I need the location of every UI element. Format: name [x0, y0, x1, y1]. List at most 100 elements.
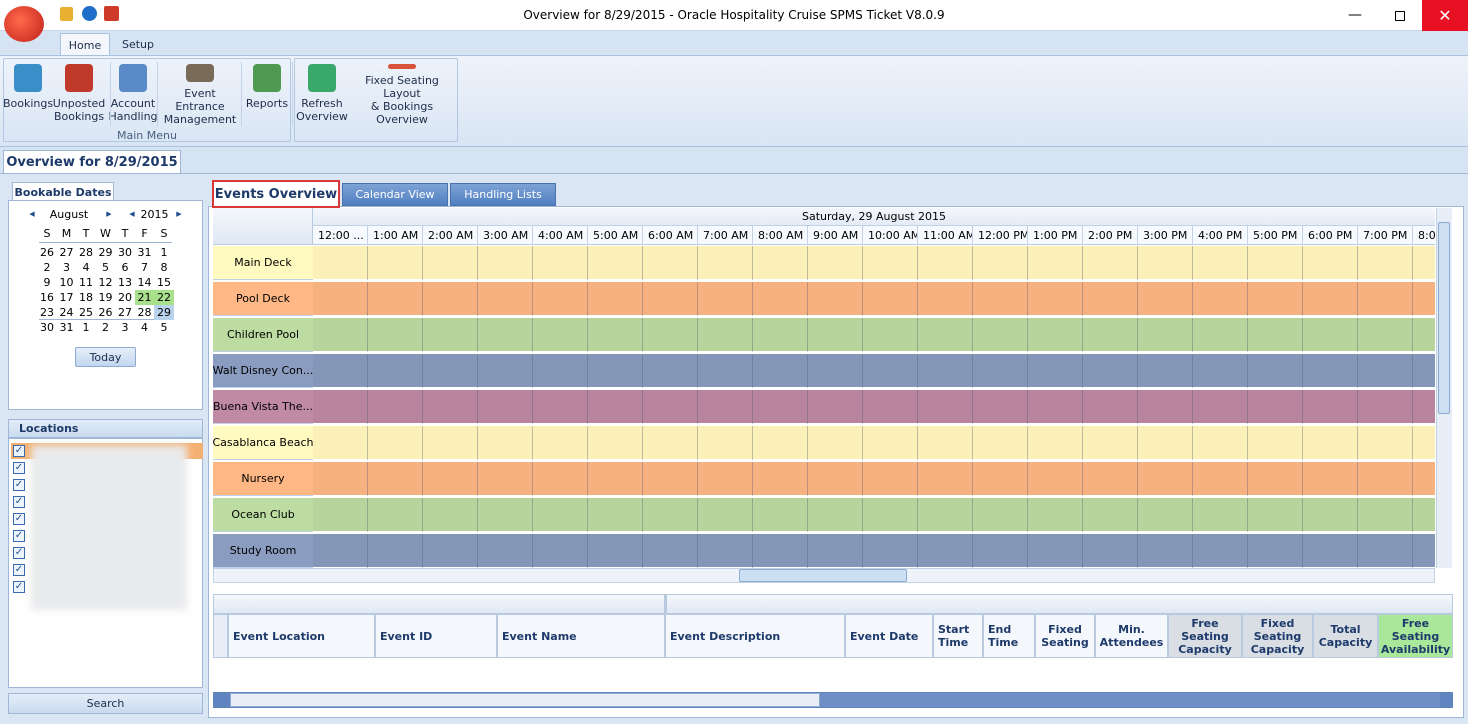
time-cell[interactable]: [1413, 498, 1435, 532]
time-cell[interactable]: [973, 534, 1028, 568]
time-cell[interactable]: [643, 282, 698, 316]
calendar-day[interactable]: 16: [40, 291, 54, 304]
time-cell[interactable]: [1303, 534, 1358, 568]
time-cell[interactable]: [313, 354, 368, 388]
time-cell[interactable]: [368, 462, 423, 496]
time-cell[interactable]: [1303, 246, 1358, 280]
time-cell[interactable]: [863, 318, 918, 352]
time-cell[interactable]: [1193, 246, 1248, 280]
page-tab[interactable]: Overview for 8/29/2015: [3, 150, 181, 174]
time-cell[interactable]: [478, 282, 533, 316]
view-tab[interactable]: Events Overview: [212, 180, 340, 208]
location-checkbox[interactable]: ✓: [13, 564, 25, 576]
time-cell[interactable]: [533, 498, 588, 532]
calendar-day[interactable]: 5: [160, 321, 168, 334]
time-cell[interactable]: [1413, 534, 1435, 568]
time-cell[interactable]: [423, 426, 478, 460]
ribbon-tab[interactable]: Setup: [121, 38, 155, 51]
ribbon-button[interactable]: Refresh Overview: [296, 62, 348, 126]
time-cell[interactable]: [918, 498, 973, 532]
calendar-day[interactable]: 24: [59, 306, 74, 319]
time-cell[interactable]: [1413, 318, 1435, 352]
time-cell[interactable]: [753, 534, 808, 568]
time-cell[interactable]: [478, 462, 533, 496]
time-cell[interactable]: [698, 318, 753, 352]
time-cell[interactable]: [423, 390, 478, 424]
time-cell[interactable]: [973, 354, 1028, 388]
time-cell[interactable]: [753, 354, 808, 388]
location-checkbox[interactable]: ✓: [13, 479, 25, 491]
time-cell[interactable]: [1083, 354, 1138, 388]
time-cell[interactable]: [1083, 426, 1138, 460]
time-cell[interactable]: [753, 498, 808, 532]
time-cell[interactable]: [808, 246, 863, 280]
grid-column-header[interactable]: End Time: [983, 614, 1035, 658]
time-cell[interactable]: [808, 318, 863, 352]
calendar-day[interactable]: 9: [43, 276, 51, 289]
time-cell[interactable]: [423, 534, 478, 568]
calendar-day[interactable]: 4: [82, 261, 90, 274]
time-cell[interactable]: [1413, 354, 1435, 388]
calendar-day[interactable]: 2: [102, 321, 109, 334]
grid-column-header[interactable]: Fixed Seating Capacity: [1242, 614, 1313, 658]
time-cell[interactable]: [1193, 426, 1248, 460]
close-button[interactable]: ✕: [1422, 0, 1468, 31]
time-cell[interactable]: [533, 354, 588, 388]
time-cell[interactable]: [533, 426, 588, 460]
time-cell[interactable]: [1193, 390, 1248, 424]
time-cell[interactable]: [698, 498, 753, 532]
time-cell[interactable]: [863, 354, 918, 388]
time-cell[interactable]: [478, 246, 533, 280]
time-cell[interactable]: [643, 390, 698, 424]
grid-column-header[interactable]: Start Time: [933, 614, 983, 658]
time-cell[interactable]: [973, 282, 1028, 316]
calendar-day[interactable]: 31: [137, 246, 152, 259]
time-cell[interactable]: [1358, 462, 1413, 496]
row-label[interactable]: Nursery: [213, 462, 313, 496]
grid-column-header[interactable]: Event Date: [845, 614, 933, 658]
time-cell[interactable]: [643, 354, 698, 388]
time-cell[interactable]: [973, 318, 1028, 352]
time-cell[interactable]: [533, 282, 588, 316]
time-cell[interactable]: [423, 282, 478, 316]
calendar-day[interactable]: 14: [137, 276, 152, 289]
calendar-day[interactable]: 26: [98, 306, 113, 319]
grid-column-header[interactable]: Free Seating Availability: [1378, 614, 1453, 658]
time-cell[interactable]: [698, 354, 753, 388]
time-cell[interactable]: [533, 534, 588, 568]
time-cell[interactable]: [808, 354, 863, 388]
time-cell[interactable]: [1028, 354, 1083, 388]
time-cell[interactable]: [808, 282, 863, 316]
time-cell[interactable]: [478, 390, 533, 424]
time-cell[interactable]: [423, 498, 478, 532]
time-cell[interactable]: [1248, 282, 1303, 316]
calendar-day[interactable]: 11: [79, 276, 93, 289]
time-cell[interactable]: [863, 246, 918, 280]
time-cell[interactable]: [1413, 462, 1435, 496]
row-label[interactable]: Walt Disney Con...: [213, 354, 313, 388]
time-cell[interactable]: [1248, 426, 1303, 460]
time-cell[interactable]: [478, 354, 533, 388]
time-cell[interactable]: [588, 246, 643, 280]
time-cell[interactable]: [1138, 354, 1193, 388]
time-cell[interactable]: [1028, 390, 1083, 424]
time-cell[interactable]: [973, 246, 1028, 280]
row-label[interactable]: Ocean Club: [213, 498, 313, 532]
time-cell[interactable]: [1303, 318, 1358, 352]
view-tab[interactable]: Calendar View: [342, 183, 448, 206]
location-checkbox[interactable]: ✓: [13, 581, 25, 593]
time-cell[interactable]: [698, 426, 753, 460]
calendar-day[interactable]: 30: [118, 246, 132, 259]
time-cell[interactable]: [1083, 282, 1138, 316]
time-cell[interactable]: [1358, 534, 1413, 568]
calendar-day[interactable]: 30: [40, 321, 54, 334]
calendar-day[interactable]: 13: [118, 276, 132, 289]
location-checkbox[interactable]: ✓: [13, 513, 25, 525]
row-label[interactable]: Main Deck: [213, 246, 313, 280]
time-cell[interactable]: [918, 534, 973, 568]
calendar-day[interactable]: 1: [160, 246, 168, 259]
time-cell[interactable]: [1138, 498, 1193, 532]
calendar-day[interactable]: 27: [59, 246, 74, 259]
calendar-day[interactable]: 8: [160, 261, 168, 274]
grid-column-header[interactable]: Event ID: [375, 614, 497, 658]
